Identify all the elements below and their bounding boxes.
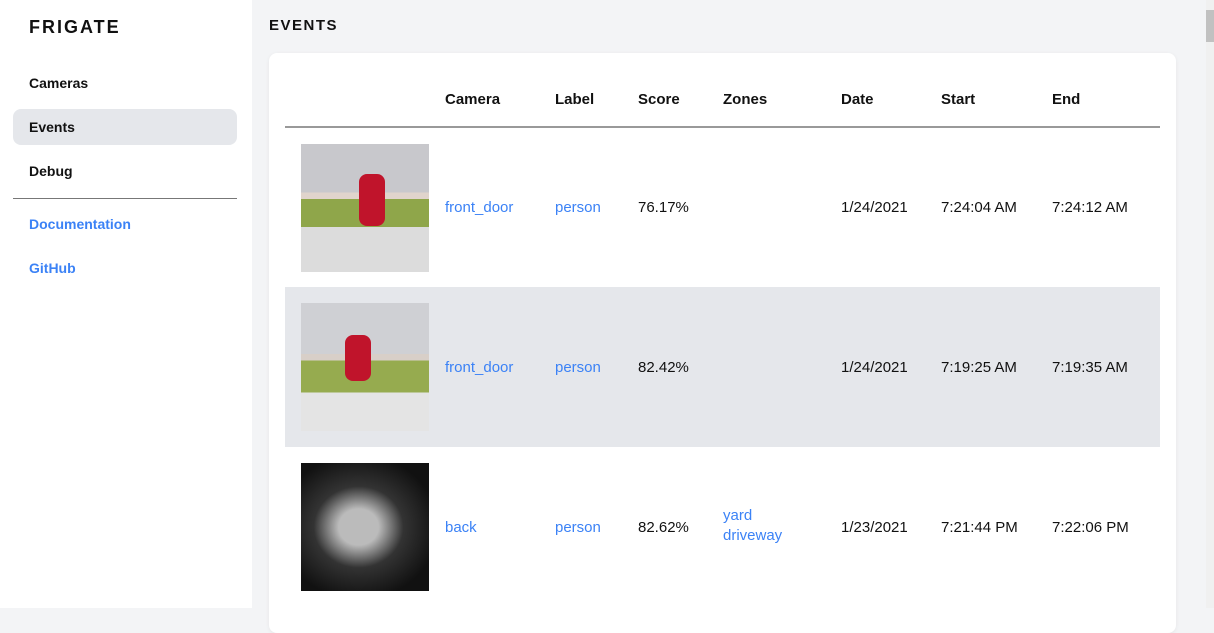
table-row[interactable]: back person 82.62% yard driveway 1/23/202… [285, 447, 1160, 607]
camera-link[interactable]: back [445, 518, 477, 536]
header-camera: Camera [445, 73, 555, 128]
header-date: Date [841, 73, 941, 128]
event-thumbnail[interactable] [301, 303, 429, 431]
header-end: End [1052, 73, 1160, 128]
header-thumbnail [285, 73, 445, 128]
brand-logo[interactable]: FRIGATE [29, 17, 121, 37]
sidebar-divider [13, 198, 237, 199]
score: 76.17% [638, 199, 689, 216]
date: 1/24/2021 [841, 199, 908, 216]
label-link[interactable]: person [555, 358, 601, 376]
event-thumbnail[interactable] [301, 143, 429, 272]
label-link[interactable]: person [555, 199, 601, 216]
score: 82.42% [638, 287, 723, 447]
date: 1/23/2021 [841, 518, 908, 536]
zones [723, 287, 841, 447]
zone-link[interactable]: driveway [723, 526, 783, 544]
zone-link[interactable]: yard [723, 506, 753, 524]
header-score: Score [638, 73, 723, 128]
table-row[interactable]: front_door person 82.42% 1/24/2021 7:19:… [285, 287, 1160, 447]
page-title: EVENTS [269, 17, 339, 34]
table-row[interactable]: front_door person 76.17% 1/24/2021 7:24:… [285, 127, 1160, 287]
scrollbar-thumb[interactable] [1206, 10, 1214, 42]
score: 82.62% [638, 518, 689, 536]
sidebar: FRIGATE Cameras Events Debug Documentati… [0, 0, 252, 608]
sidebar-item-cameras[interactable]: Cameras [29, 75, 89, 91]
zones: yard driveway [723, 447, 841, 607]
camera-link[interactable]: front_door [445, 358, 514, 376]
start-time: 7:21:44 PM [941, 518, 1018, 536]
documentation-link[interactable]: Documentation [29, 216, 131, 232]
table-header: Camera Label Score Zones Date Start End [285, 73, 1160, 128]
github-link[interactable]: GitHub [29, 260, 76, 276]
label-link[interactable]: person [555, 518, 601, 536]
events-table: Camera Label Score Zones Date Start End … [285, 73, 1160, 607]
camera-link[interactable]: front_door [445, 199, 514, 216]
event-thumbnail[interactable] [301, 463, 429, 591]
events-card: Camera Label Score Zones Date Start End … [269, 53, 1176, 633]
header-start: Start [941, 73, 1052, 128]
end-time: 7:22:06 PM [1052, 518, 1129, 536]
date: 1/24/2021 [841, 287, 941, 447]
sidebar-item-events[interactable]: Events [13, 109, 237, 145]
header-zones: Zones [723, 73, 841, 128]
zones [723, 127, 841, 287]
end-time: 7:24:12 AM [1052, 199, 1128, 216]
start-time: 7:19:25 AM [941, 287, 1052, 447]
start-time: 7:24:04 AM [941, 199, 1017, 216]
header-label: Label [555, 73, 638, 128]
sidebar-item-debug[interactable]: Debug [29, 163, 73, 179]
scrollbar[interactable] [1206, 0, 1214, 608]
end-time: 7:19:35 AM [1052, 287, 1160, 447]
